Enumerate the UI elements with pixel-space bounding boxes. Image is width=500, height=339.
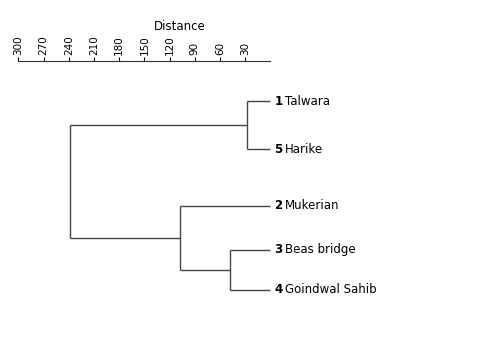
Text: 4: 4 [274,283,282,296]
Text: Mukerian: Mukerian [286,199,340,212]
X-axis label: Distance: Distance [154,20,206,33]
Text: 3: 3 [274,243,282,256]
Text: Harike: Harike [286,143,324,156]
Text: Beas bridge: Beas bridge [286,243,356,256]
Text: 2: 2 [274,199,282,212]
Text: 1: 1 [274,95,282,108]
Text: Goindwal Sahib: Goindwal Sahib [286,283,377,296]
Text: 5: 5 [274,143,282,156]
Text: Talwara: Talwara [286,95,331,108]
